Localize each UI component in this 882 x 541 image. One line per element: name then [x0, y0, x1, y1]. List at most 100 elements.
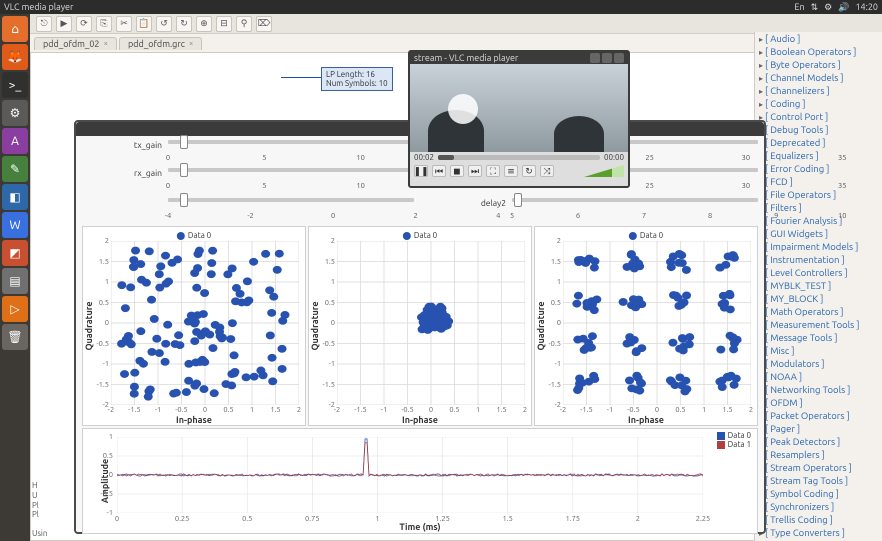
grc-block-ofdm[interactable]: LP Length: 16 Num Symbols: 10 [321, 67, 393, 91]
launcher-app1-icon[interactable]: ◩ [2, 240, 28, 266]
playlist-button[interactable]: ≡ [504, 165, 518, 177]
stop-button[interactable]: ◼ [450, 165, 464, 177]
slider-delay2[interactable]: delay2 [428, 196, 758, 210]
tab-close-icon[interactable]: × [104, 39, 109, 48]
disclosure-icon: ▸ [759, 74, 763, 83]
vlc-titlebar[interactable]: stream - VLC media player [410, 52, 628, 64]
library-item[interactable]: ▸[ OFDM ] [755, 396, 882, 409]
disclosure-icon: ▸ [759, 48, 763, 57]
toolbar-button-1[interactable]: ▶ [56, 16, 72, 32]
maximize-icon[interactable] [602, 53, 612, 63]
launcher-settings-icon[interactable]: ⚙ [2, 100, 28, 126]
tray-item[interactable]: En [794, 2, 804, 13]
library-item[interactable]: ▸[ Audio ] [755, 32, 882, 45]
launcher-word-icon[interactable]: W [2, 212, 28, 238]
library-item[interactable]: ▸[ Trellis Coding ] [755, 513, 882, 526]
tab-1[interactable]: pdd_ofdm.grc× [119, 37, 202, 50]
legend: Data 0 [403, 231, 437, 240]
legend: Data 0 [177, 231, 211, 240]
toolbar-button-8[interactable]: ⊕ [196, 16, 212, 32]
launcher-editor-icon[interactable]: ✎ [2, 156, 28, 182]
time-plot: Amplitude Data 0 Data 1 00.250.50.7511.2… [82, 428, 758, 534]
vlc-duration: 00:00 [604, 153, 624, 162]
tray-item[interactable]: 14:20 [855, 2, 878, 13]
toolbar-button-4[interactable]: ✂ [116, 16, 132, 32]
launcher-software-icon[interactable]: A [2, 128, 28, 154]
library-item[interactable]: ▸[ Channelizers ] [755, 84, 882, 97]
fullscreen-button[interactable]: ⛶ [486, 165, 500, 177]
toolbar-button-0[interactable]: ⎋ [36, 16, 52, 32]
library-item[interactable]: ▸[ Channel Models ] [755, 71, 882, 84]
library-item[interactable]: ▸[ Stream Operators ] [755, 461, 882, 474]
library-item[interactable]: ▸[ MY_BLOCK ] [755, 292, 882, 305]
toolbar-button-5[interactable]: 📋 [136, 16, 152, 32]
launcher-firefox-icon[interactable]: 🦊 [2, 44, 28, 70]
toolbar-button-11[interactable]: ⌦ [256, 16, 272, 32]
library-item[interactable]: ▸[ Math Operators ] [755, 305, 882, 318]
library-item[interactable]: ▸[ GUI Widgets ] [755, 227, 882, 240]
prev-button[interactable]: ⏮ [432, 165, 446, 177]
library-item[interactable]: ▸[ Level Controllers ] [755, 266, 882, 279]
pause-button[interactable]: ❚❚ [414, 165, 428, 177]
library-item[interactable]: ▸[ Pager ] [755, 422, 882, 435]
library-item[interactable]: ▸[ Peak Detectors ] [755, 435, 882, 448]
library-item[interactable]: ▸[ Symbol Coding ] [755, 487, 882, 500]
library-item[interactable]: ▸[ Debug Tools ] [755, 123, 882, 136]
tray-item[interactable]: 🔊 [838, 2, 849, 13]
xlabel: In-phase [83, 414, 305, 425]
tab-0[interactable]: pdd_ofdm_02× [34, 37, 117, 50]
loop-button[interactable]: ↻ [522, 165, 536, 177]
toolbar-button-10[interactable]: ⚲ [236, 16, 252, 32]
slider-anon[interactable] [84, 196, 414, 210]
library-item[interactable]: ▸[ Deprecated ] [755, 136, 882, 149]
launcher-app2-icon[interactable]: ▤ [2, 268, 28, 294]
library-item[interactable]: ▸[ Control Port ] [755, 110, 882, 123]
library-item[interactable]: ▸[ Resamplers ] [755, 448, 882, 461]
library-item[interactable]: ▸[ Impairment Models ] [755, 240, 882, 253]
library-item[interactable]: ▸[ Type Converters ] [755, 526, 882, 539]
constellation-plot-2: Data 0Quadrature-2-1.5-1-0.500.511.52-2-… [308, 226, 532, 426]
library-item[interactable]: ▸[ MYBLK_TEST ] [755, 279, 882, 292]
legend: Data 0 [629, 231, 663, 240]
launcher-grc-icon[interactable]: ◧ [2, 184, 28, 210]
tray-item[interactable]: ⇅ [811, 2, 819, 13]
shuffle-button[interactable]: ⤨ [540, 165, 554, 177]
launcher-vlc-icon[interactable]: ▷ [2, 296, 28, 322]
block-library[interactable]: ▸[ Audio ]▸[ Boolean Operators ]▸[ Byte … [754, 32, 882, 541]
library-item[interactable]: ▸[ Message Tools ] [755, 331, 882, 344]
launcher-terminal-icon[interactable]: >_ [2, 72, 28, 98]
library-item[interactable]: ▸[ Misc ] [755, 344, 882, 357]
library-item[interactable]: ▸[ NOAA ] [755, 370, 882, 383]
library-item[interactable]: ▸[ Instrumentation ] [755, 253, 882, 266]
library-item[interactable]: ▸[ Modulators ] [755, 357, 882, 370]
disclosure-icon: ▸ [759, 100, 763, 109]
library-item[interactable]: ▸[ Boolean Operators ] [755, 45, 882, 58]
toolbar-button-9[interactable]: ⊟ [216, 16, 232, 32]
library-item[interactable]: ▸[ Measurement Tools ] [755, 318, 882, 331]
toolbar-button-7[interactable]: ↻ [176, 16, 192, 32]
vlc-title-text: stream - VLC media player [414, 53, 588, 63]
launcher-trash-icon[interactable]: 🗑 [2, 324, 28, 350]
library-item[interactable]: ▸[ Stream Tag Tools ] [755, 474, 882, 487]
disclosure-icon: ▸ [759, 87, 763, 96]
time-plot-xlabel: Time (ms) [83, 522, 757, 532]
tray-item[interactable]: ⚙ [824, 2, 832, 13]
toolbar-button-3[interactable]: ⎘ [96, 16, 112, 32]
library-item[interactable]: ▸[ Coding ] [755, 97, 882, 110]
tab-close-icon[interactable]: × [189, 39, 194, 48]
slider-scale: -4-2024 [168, 212, 498, 222]
close-icon[interactable] [614, 53, 624, 63]
vlc-seek-bar[interactable] [438, 155, 600, 160]
wire [281, 77, 321, 78]
toolbar-button-6[interactable]: ↺ [156, 16, 172, 32]
next-button[interactable]: ⏭ [468, 165, 482, 177]
library-item[interactable]: ▸[ Networking Tools ] [755, 383, 882, 396]
library-item[interactable]: ▸[ Synchronizers ] [755, 500, 882, 513]
volume-indicator[interactable] [584, 165, 624, 177]
vlc-window[interactable]: stream - VLC media player 00:02 00:00 ❚❚… [408, 50, 630, 188]
library-item[interactable]: ▸[ Byte Operators ] [755, 58, 882, 71]
toolbar-button-2[interactable]: ⟳ [76, 16, 92, 32]
library-item[interactable]: ▸[ Packet Operators ] [755, 409, 882, 422]
launcher-files-icon[interactable]: ⌂ [2, 16, 28, 42]
minimize-icon[interactable] [590, 53, 600, 63]
